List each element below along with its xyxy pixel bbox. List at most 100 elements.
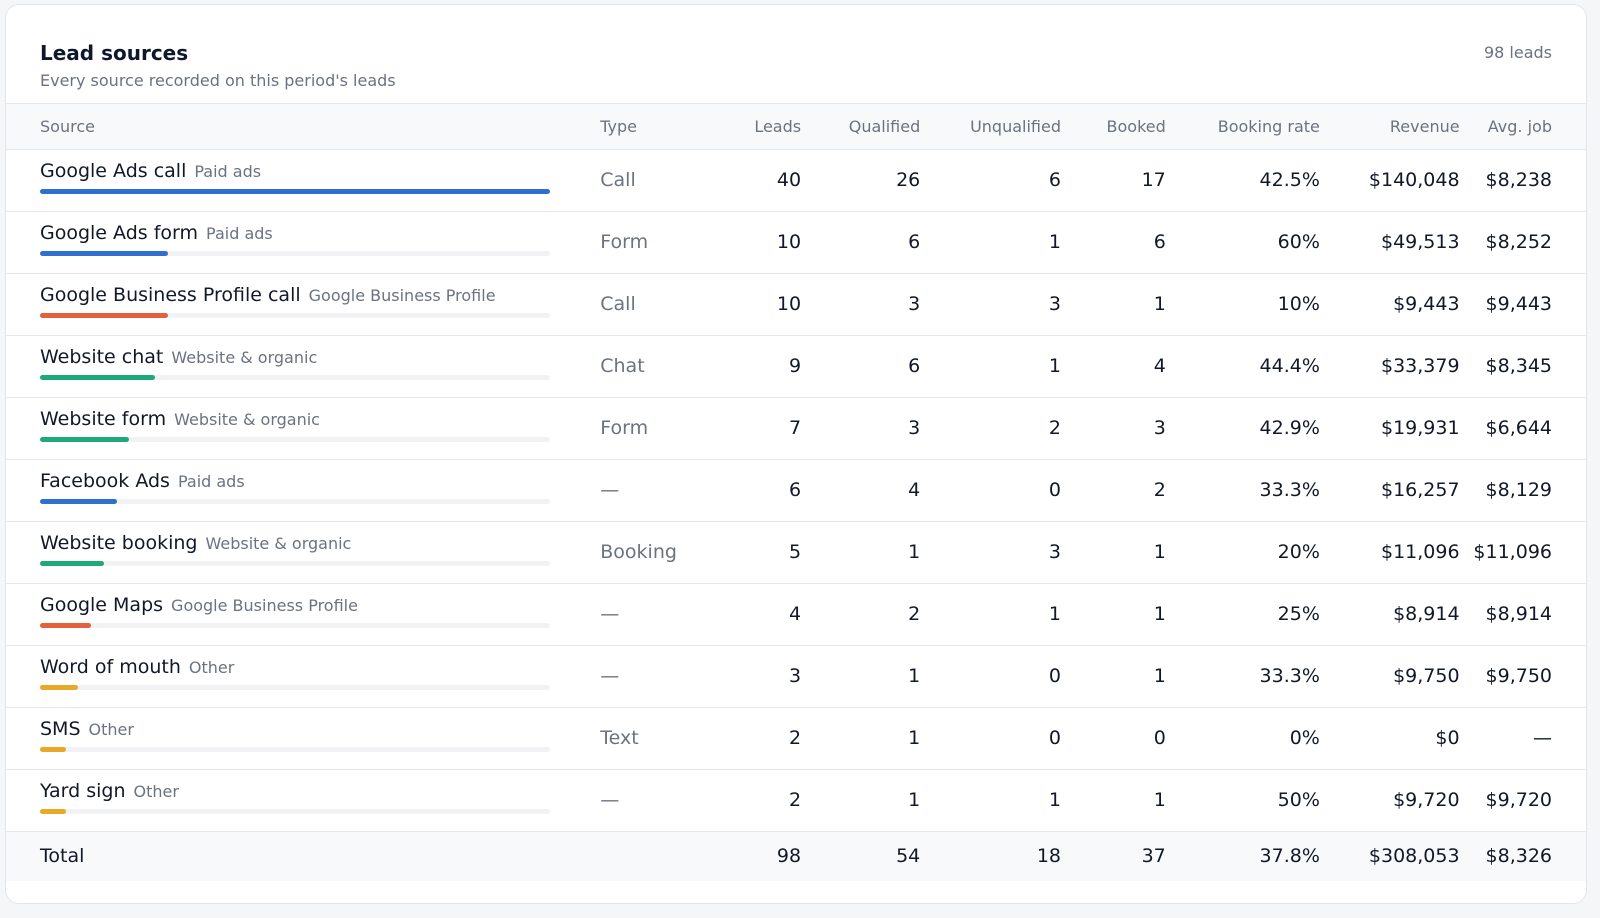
- booked-cell: 0: [1061, 707, 1166, 770]
- revenue-cell: $49,513: [1319, 211, 1460, 274]
- booking-rate-cell: 42.5%: [1165, 149, 1320, 212]
- qualified-cell: 1: [801, 707, 921, 770]
- source-name: Google Maps: [40, 594, 164, 616]
- column-header-booking-rate[interactable]: Booking rate: [1165, 104, 1320, 150]
- column-header-type[interactable]: Type: [580, 104, 698, 150]
- source-name: Word of mouth: [40, 656, 181, 678]
- lead-count: 98 leads: [1483, 43, 1552, 62]
- source-cell: SMS Other: [6, 707, 581, 770]
- booking-rate-cell: 25%: [1165, 583, 1320, 646]
- source-cell: Google Business Profile call Google Busin…: [6, 273, 581, 336]
- table-row[interactable]: Website booking Website & organic Booking 5…: [6, 521, 1586, 584]
- revenue-cell: $33,379: [1319, 335, 1460, 398]
- column-header-booked[interactable]: Booked: [1061, 104, 1166, 150]
- source-line: Google Ads form Paid ads: [40, 222, 570, 244]
- table-row[interactable]: Word of mouth Other —3 1 0 1 33.3% $9,750 $9,750: [6, 645, 1586, 708]
- revenue-cell: $9,720: [1319, 769, 1460, 832]
- total-label: Total: [40, 845, 85, 868]
- booking-rate-cell: 20%: [1165, 521, 1320, 584]
- total-leads: 98: [776, 845, 802, 868]
- source-line: Website chat Website & organic: [40, 346, 570, 368]
- qualified-cell: 3: [801, 397, 921, 460]
- lead-share-bar: [40, 809, 550, 814]
- table-row[interactable]: Google Business Profile call Google Busin…: [6, 273, 1586, 336]
- source-cell: Google Ads call Paid ads: [6, 149, 581, 212]
- table-row[interactable]: SMS Other Text 2 1 0 0 0% $0—: [6, 707, 1586, 770]
- total-booking-rate: 37.8%: [1259, 845, 1320, 868]
- source-line: Google Business Profile call Google Busin…: [40, 284, 570, 306]
- lead-share-bar-fill: [40, 375, 155, 380]
- avg-job-cell: $11,096: [1459, 521, 1586, 584]
- column-header-avg-job[interactable]: Avg. job: [1459, 104, 1586, 150]
- total-revenue: $308,053: [1368, 845, 1460, 868]
- lead-share-bar-fill: [40, 685, 79, 690]
- avg-job-cell: $9,443: [1459, 273, 1586, 336]
- leads-cell: 9: [697, 335, 802, 398]
- source-name: Google Ads form: [40, 222, 199, 244]
- unqualified-cell: 1: [920, 769, 1061, 832]
- column-header-qualified[interactable]: Qualified: [801, 104, 921, 150]
- source-line: Facebook Ads Paid ads: [40, 470, 570, 492]
- source-category: Website & organic: [171, 348, 318, 367]
- booking-rate-cell: 33.3%: [1165, 459, 1320, 522]
- source-name: SMS: [40, 718, 81, 740]
- booking-rate-cell: 10%: [1165, 273, 1320, 336]
- card-title: Lead sources: [40, 41, 189, 65]
- column-header-unqualified[interactable]: Unqualified: [920, 104, 1061, 150]
- qualified-cell: 1: [801, 645, 921, 708]
- source-line: SMS Other: [40, 718, 570, 740]
- column-header-source[interactable]: Source: [6, 104, 581, 150]
- unqualified-cell: 6: [920, 149, 1061, 212]
- source-line: Yard sign Other: [40, 780, 570, 802]
- source-cell: Website booking Website & organic: [6, 521, 581, 584]
- source-cell: Facebook Ads Paid ads: [6, 459, 581, 522]
- booked-cell: 1: [1061, 645, 1166, 708]
- table-row[interactable]: Google Ads call Paid ads Call 40 26 6 17 42.5% $…: [6, 149, 1586, 212]
- lead-share-bar: [40, 747, 550, 752]
- source-category: Website & organic: [174, 410, 320, 429]
- source-category: Website & organic: [205, 534, 352, 553]
- leads-cell: 3: [697, 645, 802, 708]
- total-avg-job: $8,326: [1485, 845, 1552, 868]
- source-cell: Google Ads form Paid ads: [6, 211, 581, 274]
- table-row[interactable]: Website form Website & organic Form 7 3 2 3 42.…: [6, 397, 1586, 460]
- booking-rate-cell: 33.3%: [1165, 645, 1320, 708]
- revenue-cell: $11,096: [1319, 521, 1460, 584]
- leads-cell: 6: [697, 459, 802, 522]
- source-category: Other: [188, 658, 235, 677]
- column-header-revenue[interactable]: Revenue: [1319, 104, 1460, 150]
- type-cell: Chat: [580, 335, 698, 398]
- unqualified-cell: 0: [920, 459, 1061, 522]
- booked-cell: 17: [1061, 149, 1166, 212]
- source-category: Paid ads: [177, 472, 245, 491]
- table-row[interactable]: Yard sign Other —2 1 1 1 50% $9,720 $9,720: [6, 769, 1586, 832]
- qualified-cell: 6: [801, 335, 921, 398]
- lead-share-bar: [40, 189, 550, 194]
- qualified-cell: 4: [801, 459, 921, 522]
- booking-rate-cell: 0%: [1165, 707, 1320, 770]
- avg-job-cell: $8,345: [1459, 335, 1586, 398]
- column-header-leads[interactable]: Leads: [697, 104, 802, 150]
- avg-job-cell: $8,129: [1459, 459, 1586, 522]
- booked-cell: 4: [1061, 335, 1166, 398]
- type-cell: Call: [580, 273, 698, 336]
- booked-cell: 1: [1061, 769, 1166, 832]
- lead-share-bar-fill: [40, 747, 66, 752]
- type-cell: —: [580, 645, 698, 708]
- type-cell: Text: [580, 707, 698, 770]
- lead-share-bar-fill: [40, 623, 91, 628]
- table-row[interactable]: Google Ads form Paid ads Form 10 6 1 6 60% $49,5…: [6, 211, 1586, 274]
- leads-cell: 5: [697, 521, 802, 584]
- table-row[interactable]: Website chat Website & organic Chat 9 6 1 4 44.…: [6, 335, 1586, 398]
- source-name: Website form: [40, 408, 167, 430]
- booking-rate-cell: 60%: [1165, 211, 1320, 274]
- avg-job-cell: $8,914: [1459, 583, 1586, 646]
- table-row[interactable]: Facebook Ads Paid ads —6 4 0 2 33.3% $16,257 $8,…: [6, 459, 1586, 522]
- lead-share-bar: [40, 561, 550, 566]
- qualified-cell: 3: [801, 273, 921, 336]
- table-body: Google Ads call Paid ads Call 40 26 6 17 42.5% $…: [6, 149, 1586, 832]
- source-category: Paid ads: [194, 162, 262, 181]
- lead-share-bar: [40, 251, 550, 256]
- table-row[interactable]: Google Maps Google Business Profile —4 2 1 1 2…: [6, 583, 1586, 646]
- source-name: Website booking: [40, 532, 198, 554]
